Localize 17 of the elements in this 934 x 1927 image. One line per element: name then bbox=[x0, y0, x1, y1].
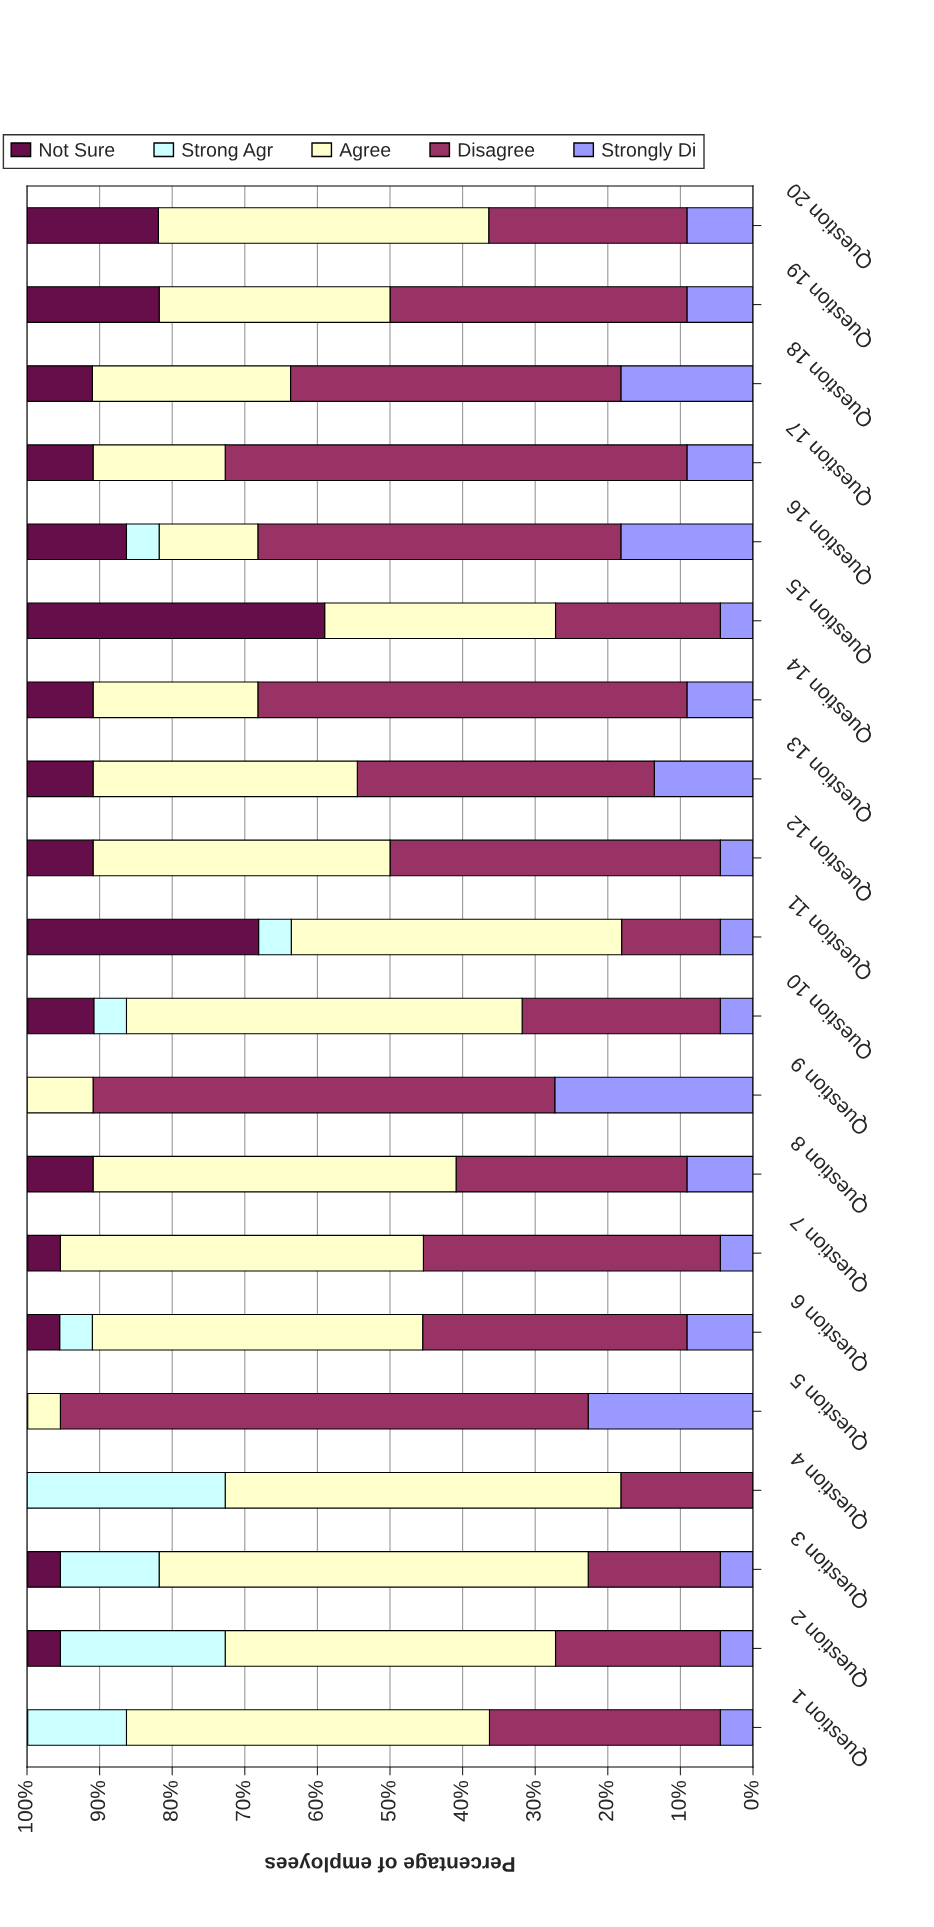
x-tick-label: 100% bbox=[17, 1780, 33, 1832]
x-tick-label: 40% bbox=[453, 1780, 469, 1822]
legend-label: Strongly Di bbox=[602, 142, 695, 161]
x-tick-label: 30% bbox=[526, 1780, 541, 1822]
x-tick-label: 20% bbox=[598, 1780, 614, 1821]
x-tick-label: 70% bbox=[235, 1780, 251, 1821]
x-tick-label: 10% bbox=[671, 1780, 686, 1821]
x-tick-label: 50% bbox=[380, 1780, 396, 1822]
legend-label: Strong Agr bbox=[182, 142, 273, 161]
legend-label: Disagree bbox=[458, 142, 535, 161]
x-tick-label: 90% bbox=[90, 1780, 106, 1821]
legend-label: Not Sure bbox=[39, 142, 115, 157]
x-tick-label: 0% bbox=[743, 1780, 759, 1810]
x-tick-label: 60% bbox=[308, 1780, 323, 1821]
x-axis-title: Percentage of employees bbox=[265, 1852, 515, 1873]
x-tick-label: 80% bbox=[163, 1780, 178, 1821]
legend-label: Agree bbox=[339, 143, 391, 161]
